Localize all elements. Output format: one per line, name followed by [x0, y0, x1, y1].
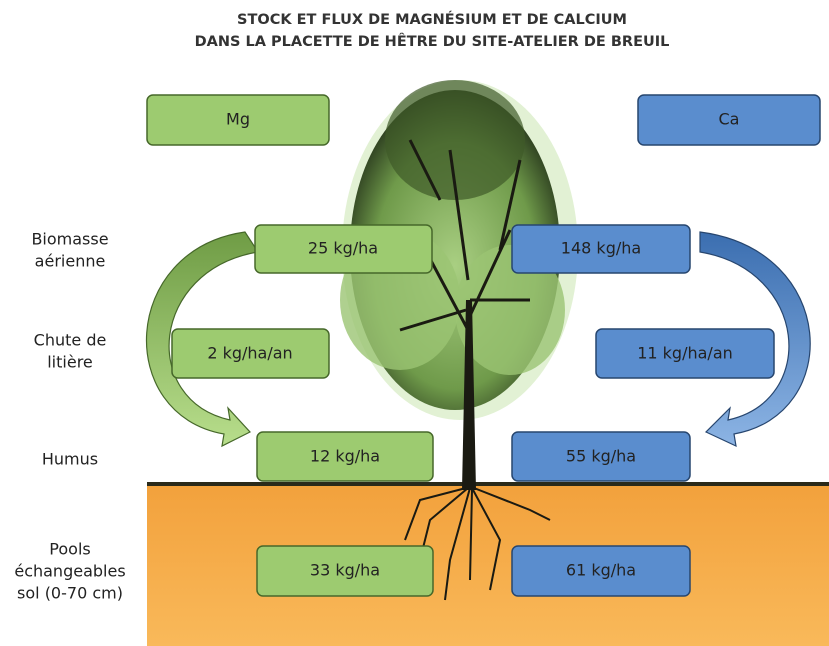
row-label: litière	[47, 353, 93, 372]
row-label: échangeables	[14, 562, 125, 581]
value: 61 kg/ha	[566, 561, 636, 580]
value: 12 kg/ha	[310, 447, 380, 466]
title: DANS LA PLACETTE DE HÊTRE DU SITE-ATELIE…	[195, 33, 670, 50]
header: Mg	[226, 110, 250, 129]
row-label: Pools	[49, 540, 90, 559]
value: 11 kg/ha/an	[637, 344, 733, 363]
header: Ca	[719, 110, 740, 129]
row-label: Chute de	[34, 331, 107, 350]
diagram: STOCK ET FLUX DE MAGNÉSIUM ET DE CALCIUM…	[0, 0, 829, 646]
row-label: aérienne	[35, 252, 106, 271]
row-label: sol (0-70 cm)	[17, 584, 123, 603]
title: STOCK ET FLUX DE MAGNÉSIUM ET DE CALCIUM	[237, 11, 627, 28]
value: 33 kg/ha	[310, 561, 380, 580]
row-label: Biomasse	[31, 230, 108, 249]
value: 25 kg/ha	[308, 239, 378, 258]
value: 55 kg/ha	[566, 447, 636, 466]
value: 148 kg/ha	[561, 239, 641, 258]
row-label: Humus	[42, 450, 98, 469]
soil	[147, 484, 829, 646]
value: 2 kg/ha/an	[207, 344, 292, 363]
